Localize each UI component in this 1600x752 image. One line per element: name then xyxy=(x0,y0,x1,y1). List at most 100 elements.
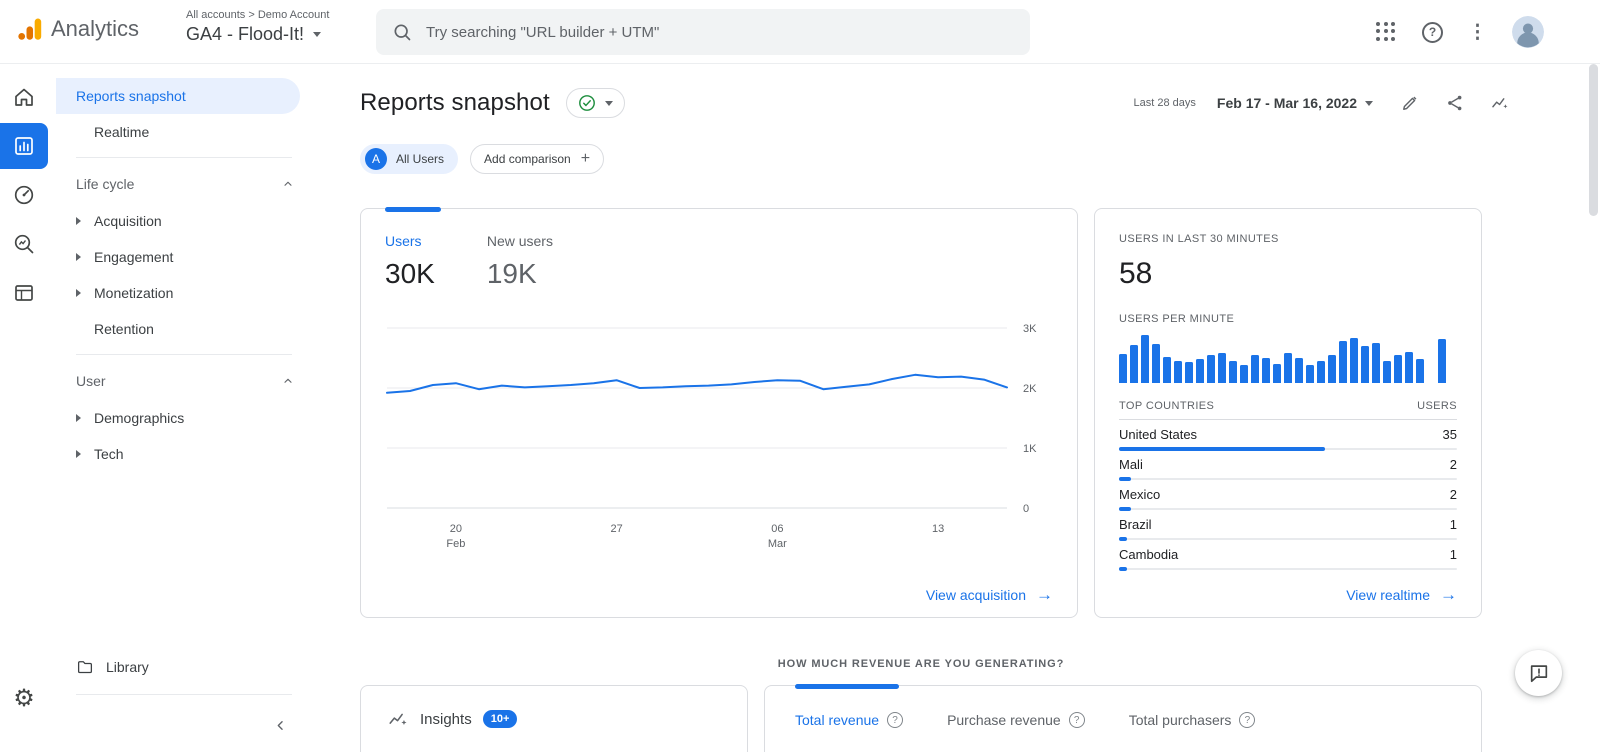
gear-icon: ⚙ xyxy=(13,685,35,712)
minute-bar xyxy=(1328,355,1336,383)
country-row: Brazil 1 xyxy=(1119,516,1457,541)
divider xyxy=(76,157,292,158)
x-axis-tick: 27 xyxy=(610,523,623,535)
help-circle-icon[interactable]: ? xyxy=(1239,712,1256,728)
feedback-button[interactable] xyxy=(1515,650,1562,696)
minute-bar xyxy=(1361,346,1369,383)
sidebar-item-realtime[interactable]: Realtime xyxy=(94,124,150,140)
country-bar-track xyxy=(1119,567,1457,571)
users-per-minute-label: USERS PER MINUTE xyxy=(1119,313,1235,325)
x-axis-tick: 20 Feb xyxy=(446,523,466,550)
country-users-value: 2 xyxy=(1449,456,1457,472)
country-row: Mexico 2 xyxy=(1119,486,1457,511)
google-apps-icon[interactable] xyxy=(1376,21,1397,43)
sidebar-section-life-cycle[interactable]: Life cycle xyxy=(56,165,310,203)
minute-bar xyxy=(1218,353,1226,383)
comparison-chip-all-users[interactable]: A All Users xyxy=(360,144,459,174)
breadcrumb[interactable]: All accounts > Demo Account xyxy=(186,9,330,21)
date-range-picker[interactable]: Feb 17 - Mar 16, 2022 xyxy=(1217,95,1373,111)
minute-bar xyxy=(1438,339,1446,383)
collapse-sidebar-icon[interactable] xyxy=(269,714,292,737)
country-row: Cambodia 1 xyxy=(1119,546,1457,571)
help-circle-icon[interactable]: ? xyxy=(887,712,904,728)
country-name: Brazil xyxy=(1119,516,1152,532)
country-users-value: 1 xyxy=(1449,516,1457,532)
minute-bar xyxy=(1383,361,1391,383)
nav-admin[interactable]: ⚙ xyxy=(0,676,48,722)
country-bar xyxy=(1119,447,1326,451)
sidebar-item-demographics[interactable]: Demographics xyxy=(56,400,300,436)
users-overview-card: Users 30K New users 19K 3K 2K 1K 0 20 Feb 27 0… xyxy=(360,207,1078,618)
sidebar-section-user[interactable]: User xyxy=(56,362,310,400)
home-icon xyxy=(12,85,36,109)
insights-card[interactable]: Insights 10+ xyxy=(360,685,748,752)
chevron-down-icon xyxy=(313,32,322,37)
country-bar xyxy=(1119,477,1131,481)
nav-configure[interactable] xyxy=(0,270,48,316)
check-circle-icon xyxy=(578,94,596,112)
reports-sidebar: Reports snapshot Realtime Life cycle Acq… xyxy=(56,64,310,752)
topbar-actions: ? ⋮ xyxy=(1376,16,1544,48)
tab-purchase-revenue[interactable]: Purchase revenue ? xyxy=(947,712,1085,728)
more-vertical-icon[interactable]: ⋮ xyxy=(1468,21,1487,43)
scrollbar-thumb[interactable] xyxy=(1589,64,1598,216)
sidebar-item-engagement[interactable]: Engagement xyxy=(56,239,300,275)
help-circle-icon[interactable]: ? xyxy=(1068,712,1085,728)
country-bar-track xyxy=(1119,537,1457,541)
main-content: Reports snapshot Last 28 days Feb 17 - M… xyxy=(310,64,1600,752)
help-icon[interactable]: ? xyxy=(1422,21,1443,43)
metric-tab-users[interactable]: Users 30K xyxy=(385,233,435,289)
tab-total-purchasers[interactable]: Total purchasers ? xyxy=(1129,712,1256,728)
minute-bar xyxy=(1141,335,1149,383)
divider xyxy=(76,354,292,355)
sidebar-item-acquisition[interactable]: Acquisition xyxy=(56,203,300,239)
insights-spark-icon xyxy=(387,708,409,730)
country-bar-track xyxy=(1119,477,1457,481)
view-realtime-link[interactable]: View realtime → xyxy=(1346,585,1457,604)
analytics-home-link[interactable]: Analytics xyxy=(16,15,139,43)
users-column-header: USERS xyxy=(1417,400,1457,412)
country-users-value: 2 xyxy=(1449,486,1457,502)
insights-label: Insights xyxy=(420,710,472,728)
report-status-dropdown[interactable] xyxy=(565,88,625,118)
share-icon[interactable] xyxy=(1443,91,1467,115)
customize-report-icon[interactable] xyxy=(1398,91,1422,115)
add-comparison-chip[interactable]: Add comparison + xyxy=(470,144,605,174)
country-bar xyxy=(1119,537,1128,541)
minute-bar xyxy=(1251,355,1259,383)
x-axis-labels: 20 Feb 27 06 Mar 13 xyxy=(385,522,1053,556)
reports-icon xyxy=(12,134,36,158)
revenue-card: Total revenue ? Purchase revenue ? Total… xyxy=(764,684,1482,752)
page-title: Reports snapshot xyxy=(360,89,550,116)
sidebar-item-reports-snapshot[interactable]: Reports snapshot xyxy=(56,78,300,114)
sidebar-item-library[interactable]: Library xyxy=(56,647,300,687)
tab-total-revenue[interactable]: Total revenue ? xyxy=(795,712,904,728)
nav-reports[interactable] xyxy=(0,123,48,169)
country-row: United States 35 xyxy=(1119,426,1457,451)
chevron-down-icon xyxy=(604,100,613,106)
search-input[interactable] xyxy=(424,22,1014,42)
advertising-icon xyxy=(12,232,36,256)
minute-bar xyxy=(1262,358,1270,383)
country-name: Mali xyxy=(1119,456,1143,472)
nav-home[interactable] xyxy=(0,74,48,120)
nav-explore[interactable] xyxy=(0,172,48,218)
nav-advertising[interactable] xyxy=(0,221,48,267)
top-countries-column-header: TOP COUNTRIES xyxy=(1119,400,1215,412)
sidebar-item-tech[interactable]: Tech xyxy=(56,436,300,472)
svg-text:2K: 2K xyxy=(1023,383,1037,395)
chevron-up-icon xyxy=(282,178,294,190)
metric-tab-new-users[interactable]: New users 19K xyxy=(486,233,553,289)
sidebar-item-retention[interactable]: Retention xyxy=(94,321,154,337)
avatar[interactable] xyxy=(1512,16,1544,48)
minute-bar xyxy=(1240,365,1248,383)
top-app-bar: Analytics All accounts > Demo Account GA… xyxy=(0,0,1600,64)
insights-icon[interactable] xyxy=(1488,91,1512,115)
search-bar[interactable] xyxy=(376,9,1030,55)
property-selector[interactable]: GA4 - Flood-It! xyxy=(186,24,329,45)
x-axis-tick: 13 xyxy=(931,523,945,535)
view-acquisition-link[interactable]: View acquisition → xyxy=(925,585,1053,604)
minute-bar xyxy=(1339,341,1347,383)
expand-triangle-icon xyxy=(72,217,84,225)
sidebar-item-monetization[interactable]: Monetization xyxy=(56,275,300,311)
